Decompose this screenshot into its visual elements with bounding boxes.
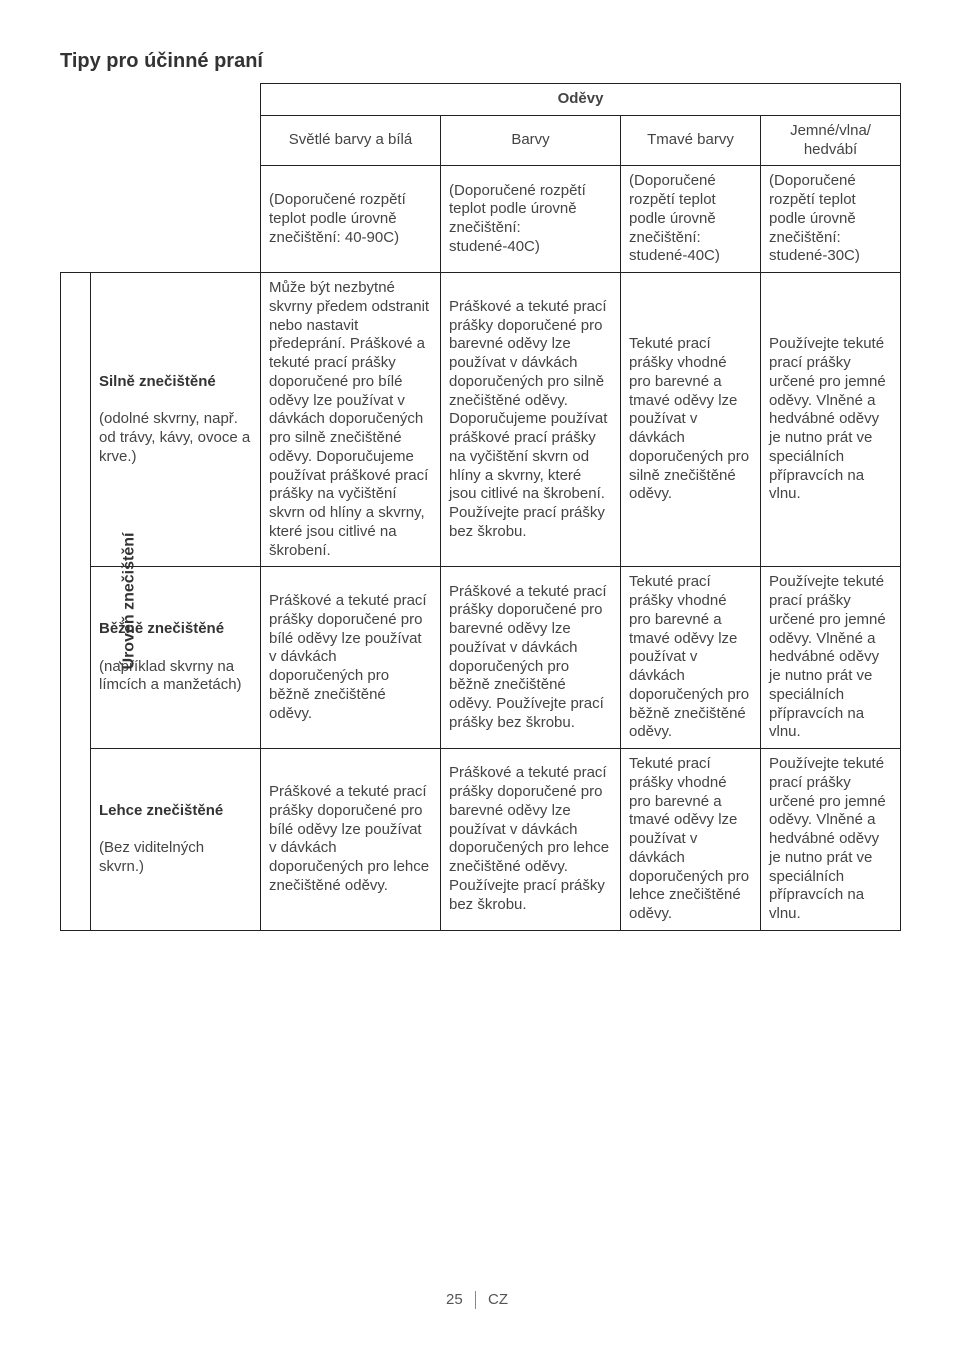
washing-tips-table: Oděvy Světlé barvy a bílá Barvy Tmavé ba… [60,83,901,931]
cell-light-dark: Tekuté prací prášky vhodné pro barevné a… [621,749,761,931]
row-heavily-soiled: Silně znečištěné(odolné skvrny, např. od… [91,273,261,567]
cell-normal-light: Práškové a tekuté prací prášky doporučen… [261,567,441,749]
empty-cell [61,84,91,116]
cell-heavy-light: Může být nezbytné skvrny předem odstrani… [261,273,441,567]
cell-light-delicate: Používejte tekuté prací prášky určené pr… [761,749,901,931]
temp-colors: (Doporučené rozpětí teplot podle úrovně … [441,166,621,273]
empty-cell [91,84,261,116]
col-colors: Barvy [441,115,621,166]
row-lightly-soiled: Lehce znečištěné(Bez viditelných skvrn.) [91,749,261,931]
cell-normal-delicate: Používejte tekuté prací prášky určené pr… [761,567,901,749]
side-label: Úroveň znečištění [61,273,91,931]
cell-light-colors: Práškové a tekuté prací prášky doporučen… [441,749,621,931]
page-footer: 25 CZ [60,1291,894,1309]
cell-heavy-delicate: Používejte tekuté prací prášky určené pr… [761,273,901,567]
col-light-white: Světlé barvy a bílá [261,115,441,166]
cell-normal-dark: Tekuté prací prášky vhodné pro barevné a… [621,567,761,749]
page-title: Tipy pro účinné praní [60,50,894,73]
empty-cell [61,115,91,166]
temp-dark: (Doporučené rozpětí teplot podle úrovně … [621,166,761,273]
empty-cell [61,166,91,273]
page-number: 25 [446,1291,463,1308]
super-header: Oděvy [261,84,901,116]
col-delicate: Jemné/vlna/ hedvábí [761,115,901,166]
empty-cell [91,115,261,166]
cell-heavy-dark: Tekuté prací prášky vhodné pro barevné a… [621,273,761,567]
temp-light-white: (Doporučené rozpětí teplot podle úrovně … [261,166,441,273]
empty-cell [91,166,261,273]
cell-heavy-colors: Práškové a tekuté prací prášky doporučen… [441,273,621,567]
cell-normal-colors: Práškové a tekuté prací prášky doporučen… [441,567,621,749]
temp-delicate: (Doporučené rozpětí teplot podle úrovně … [761,166,901,273]
row-normally-soiled: Běžně znečištěné(například skvrny na lím… [91,567,261,749]
cell-light-light: Práškové a tekuté prací prášky doporučen… [261,749,441,931]
lang-code: CZ [488,1291,508,1308]
col-dark: Tmavé barvy [621,115,761,166]
footer-separator [475,1291,476,1309]
